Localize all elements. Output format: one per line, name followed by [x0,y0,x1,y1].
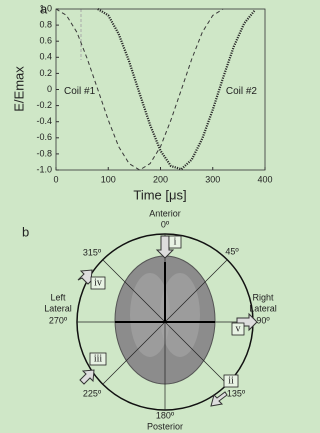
coil-label: i [174,236,177,247]
angle-label: 90º [256,315,270,325]
angle-label: 270º [49,315,68,325]
coil-label: ii [228,375,234,386]
y-tick-label: 1.0 [39,3,52,13]
angle-label: 315º [83,247,102,257]
angle-label: 180º [156,410,175,420]
x-tick-label: 200 [153,174,168,184]
coil-label: iii [94,353,103,364]
y-tick-label: 0.6 [39,36,52,46]
y-tick-label: -1.0 [36,164,52,174]
series-label: Coil #2 [226,86,258,97]
panel-label: b [22,224,29,239]
direction-label: Lateral [249,303,277,313]
y-axis-label: E/Emax [11,66,26,112]
direction-label: Posterior [147,421,183,431]
series-label: Coil #1 [64,86,96,97]
y-tick-label: 0.8 [39,19,52,29]
direction-label: Left [50,292,66,302]
angle-label: 225º [83,388,102,398]
angle-label: 45º [225,246,239,256]
direction-label: Anterior [149,208,181,218]
figure: a E/Emax Time [μs] b i iv iii ii v [0,0,280,433]
x-tick-label: 300 [205,174,220,184]
coil-label: v [236,323,241,334]
y-tick-label: -0.4 [36,116,52,126]
y-tick-label: 0.4 [39,52,52,62]
angle-label: 0º [161,219,170,229]
y-tick-label: 0 [47,84,52,94]
y-tick-label: -0.6 [36,132,52,142]
y-tick-label: -0.8 [36,148,52,158]
y-tick-label: -0.2 [36,100,52,110]
x-tick-label: 400 [257,174,272,184]
x-axis-label: Time [μs] [133,187,186,202]
angle-label: 135º [227,388,246,398]
x-tick-label: 100 [101,174,116,184]
direction-label: Lateral [44,303,72,313]
direction-label: Right [252,292,274,302]
x-tick-label: 0 [53,174,58,184]
y-tick-label: 0.2 [39,68,52,78]
coil-label: iv [94,277,102,288]
